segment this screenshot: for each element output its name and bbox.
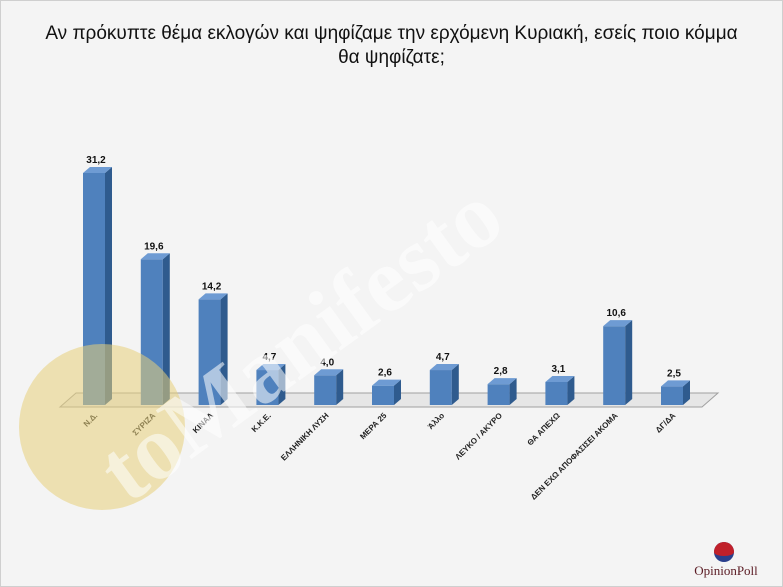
value-label: 31,2 [86,155,106,166]
bar-front [372,385,394,405]
bar-front [545,381,568,405]
bar-top [545,375,575,382]
value-label: 3,1 [551,364,565,375]
bar [603,320,633,405]
bar-side [336,369,344,405]
category-label: ΜΕΡΑ 25 [358,411,389,442]
category-label: Ν.Δ. [82,411,100,429]
bar [429,364,459,405]
bar-front [198,299,221,405]
bar-top [372,379,401,386]
bar [256,364,286,405]
category-label: ΚΙΝΑΛ [191,411,215,435]
bar [661,380,690,405]
bar-side [220,293,228,405]
value-label: 2,6 [378,368,392,379]
value-label: 2,8 [494,366,508,377]
bar-side [162,253,170,405]
bar-front [140,259,163,405]
category-label: Κ.Κ.Ε. [250,411,273,434]
logo-mark-icon [714,542,734,562]
bar-front [661,386,683,405]
bar-side [394,379,401,405]
bar [140,253,170,405]
bar-front [83,173,105,405]
bar-front [256,370,279,405]
bar-front [314,375,337,405]
category-label: ΘΑ ΑΠΕΧΩ [525,411,562,448]
bar [545,375,575,405]
bar-top [140,253,170,260]
category-label: ΔΓ/ΔΑ [654,411,678,435]
bar-top [256,364,286,371]
bar-front [487,384,510,405]
bar [198,293,228,405]
bar-top [198,293,228,300]
bar-side [451,364,459,405]
value-label: 19,6 [144,241,164,252]
category-label: Άλλο [426,411,446,431]
category-labels-group: Ν.Δ. ΣΥΡΙΖΑ ΚΙΝΑΛ Κ.Κ.Ε. ΕΛΛΗΝΙΚΗ ΛΥΣΗ ΜΕΡΑ 2… [82,411,678,502]
value-label: 4,7 [262,352,276,363]
chart-title: Αν πρόκυπτε θέμα εκλογών και ψηφίζαμε τη… [45,23,738,68]
bar-top [429,364,459,371]
value-label: 4,7 [436,352,450,363]
bar-side [278,364,286,405]
bar [83,167,112,405]
value-label: 2,5 [667,368,681,379]
bar-side [683,380,690,405]
value-label: 14,2 [202,281,222,292]
category-label: ΕΛΛΗΝΙΚΗ ΛΥΣΗ [279,411,331,463]
bar-top [83,167,112,173]
bar-top [487,378,517,385]
bar-top [603,320,633,327]
bar-front [429,370,452,405]
value-labels-group: 31,2 19,6 14,2 4,7 4,0 2,6 4,7 2,8 3,1 10,6 2,5 [86,155,681,379]
category-label: ΣΥΡΙΖΑ [131,411,158,438]
logo-text: OpinionPoll [694,563,758,578]
bar-side [105,167,112,405]
value-label: 4,0 [320,357,334,368]
bar-top [661,380,690,387]
bar-front [603,326,626,405]
bar [487,378,517,405]
bar-side [567,375,575,405]
value-label: 10,6 [606,308,626,319]
bar [314,369,344,405]
bar-side [509,378,517,405]
opinionpoll-logo: OpinionPoll [686,538,766,582]
bar-side [625,320,633,405]
bar [372,379,401,405]
bar-top [314,369,344,376]
category-label: ΛΕΥΚΟ / ΑΚΥΡΟ [453,411,504,462]
